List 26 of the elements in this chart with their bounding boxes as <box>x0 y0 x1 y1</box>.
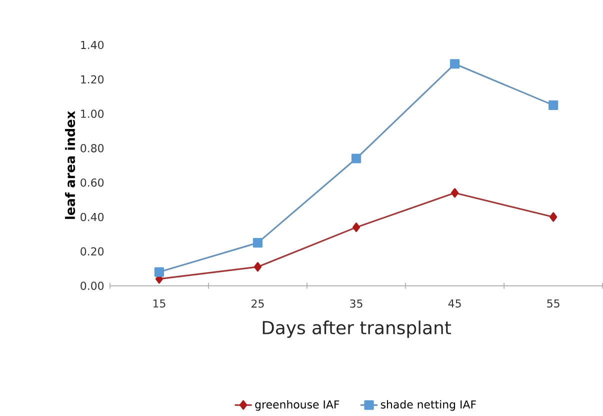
point <box>352 222 360 232</box>
point <box>154 267 164 277</box>
x-tick-label: 25 <box>252 300 264 308</box>
y-axis-title: leaf area index <box>65 111 76 220</box>
x-tick-label: 15 <box>153 300 166 308</box>
y-tick-label: 1.40 <box>81 40 104 50</box>
point <box>450 59 460 69</box>
x-tick-label: 55 <box>547 300 560 308</box>
x-axis-title: Days after transplant <box>262 320 452 338</box>
y-tick-label: 0.20 <box>80 247 104 256</box>
x-tick-label: 35 <box>350 300 362 308</box>
point <box>252 238 263 248</box>
point <box>351 154 362 164</box>
point <box>254 262 262 272</box>
y-tick-label: 0.40 <box>80 213 104 222</box>
point <box>548 100 558 110</box>
y-tick-label: 1.20 <box>81 75 104 84</box>
y-tick-label: 0.00 <box>80 282 104 290</box>
point <box>451 188 459 198</box>
y-tick-label: 0.80 <box>80 144 104 152</box>
point <box>550 212 558 222</box>
x-tick-label: 45 <box>448 300 461 308</box>
y-tick-label: 1.00 <box>81 110 104 118</box>
legend-label: greenhouse IAF <box>255 400 340 411</box>
y-tick-label: 0.60 <box>80 178 104 187</box>
legend-label: shade netting IAF <box>380 400 476 411</box>
